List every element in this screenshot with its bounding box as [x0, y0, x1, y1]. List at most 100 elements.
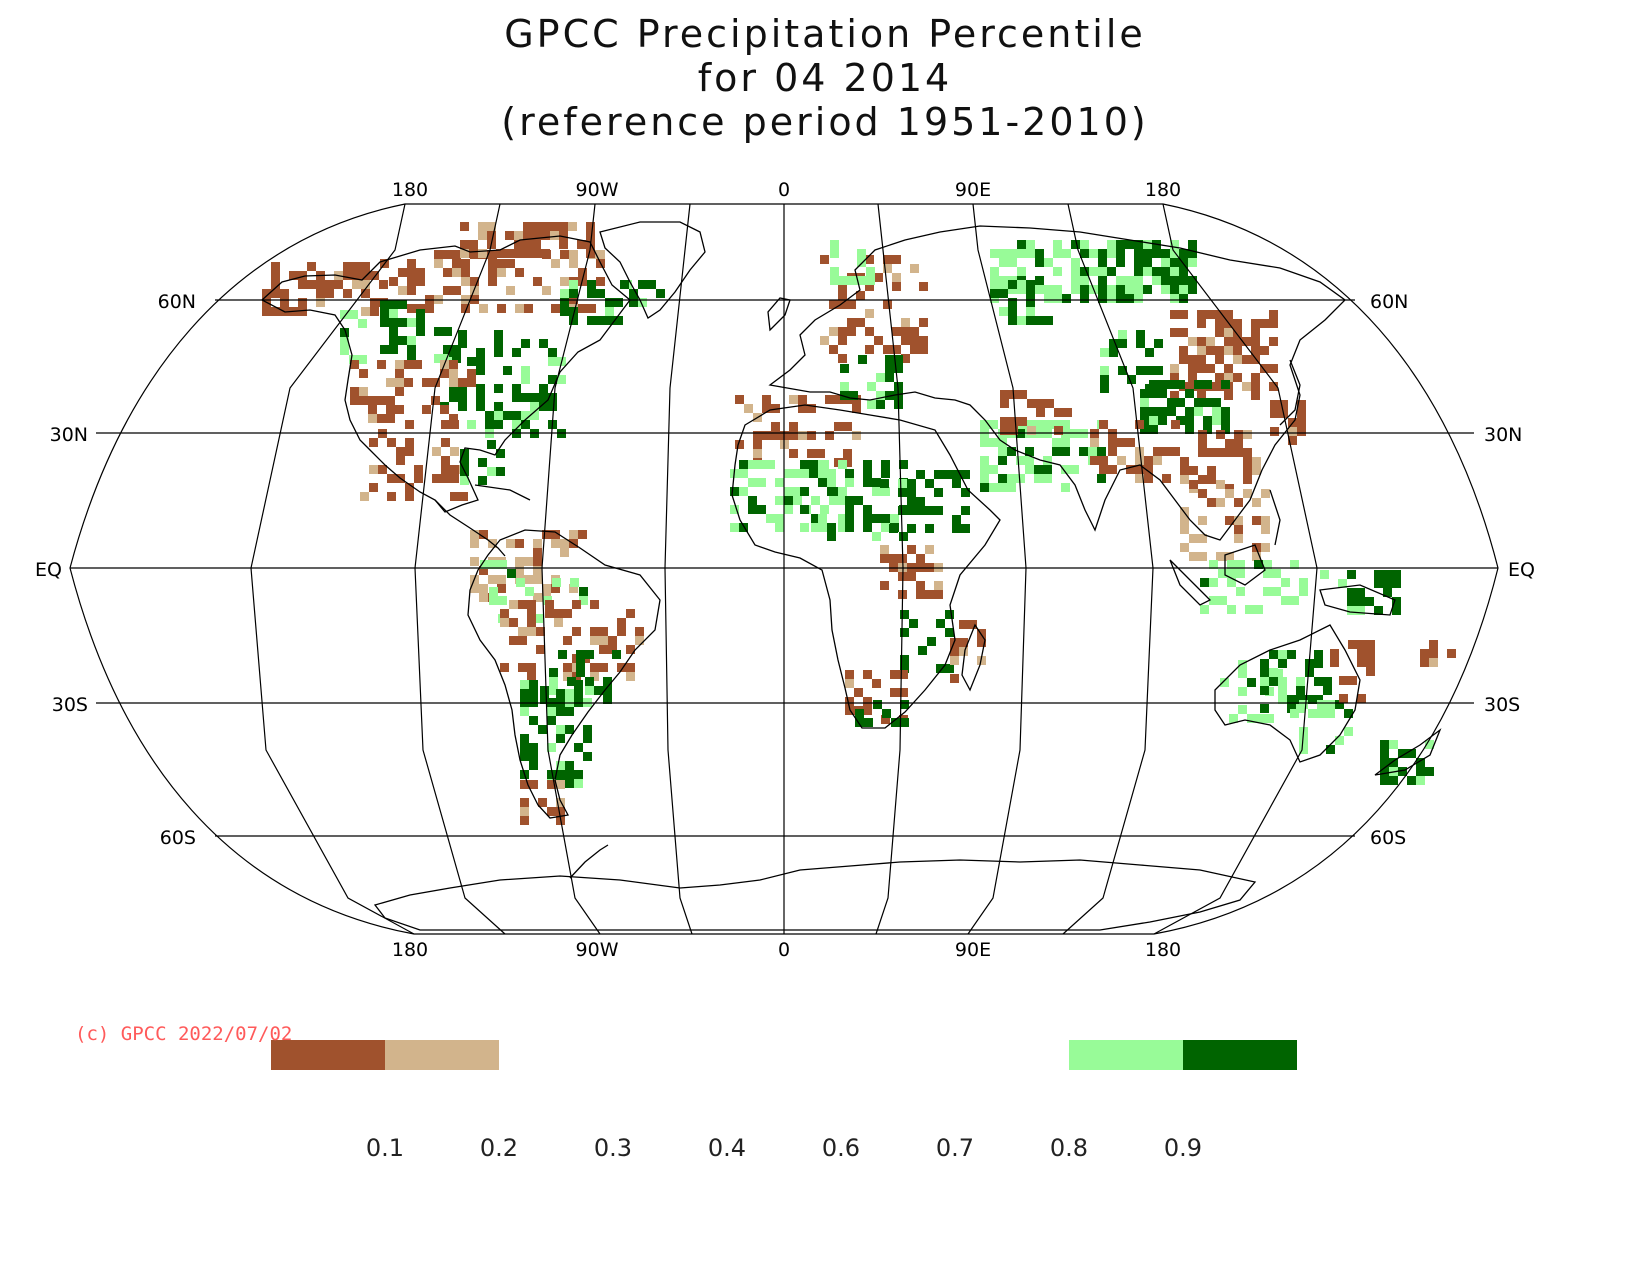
- precip-cell: [945, 628, 954, 637]
- legend-swatch-below-0.1: [271, 1040, 385, 1070]
- precip-cell: [503, 366, 512, 375]
- precip-cell: [899, 670, 908, 679]
- precip-cell: [498, 560, 507, 569]
- precip-cell: [900, 664, 909, 673]
- precip-cell: [800, 487, 809, 496]
- precip-cell: [488, 259, 497, 268]
- precip-cell: [398, 336, 407, 345]
- precip-cell: [416, 268, 425, 277]
- precip-cell: [1203, 425, 1212, 434]
- precip-cell: [1026, 298, 1035, 307]
- precip-cell: [608, 636, 617, 645]
- precip-cell: [789, 395, 798, 404]
- precip-cell: [352, 271, 361, 280]
- precip-cell: [450, 447, 459, 456]
- precip-cell: [735, 395, 744, 404]
- precip-cell: [952, 470, 961, 479]
- precip-cell: [1143, 258, 1152, 267]
- precip-cell: [460, 249, 469, 258]
- precip-cell: [874, 336, 883, 345]
- lat-label-left-60s: 60S: [160, 827, 196, 849]
- precip-cell: [1278, 659, 1287, 668]
- precip-cell: [1197, 346, 1206, 355]
- precip-cell: [1118, 339, 1127, 348]
- precip-cell: [414, 474, 423, 483]
- precip-cell: [934, 488, 943, 497]
- precip-cell: [910, 264, 919, 273]
- precip-cell: [1261, 516, 1270, 525]
- precip-cell: [478, 231, 487, 240]
- precip-cell: [1145, 348, 1154, 357]
- precip-cell: [556, 689, 565, 698]
- precip-cell: [579, 596, 588, 605]
- precip-cell: [1254, 560, 1263, 569]
- precip-cell: [1269, 650, 1278, 659]
- precip-cell: [863, 523, 872, 532]
- precip-cell: [998, 438, 1007, 447]
- precip-cell: [1170, 391, 1179, 400]
- precip-cell: [578, 268, 587, 277]
- precip-cell: [1326, 700, 1335, 709]
- precip-cell: [515, 566, 524, 575]
- precip-cell: [496, 249, 505, 258]
- meridian-45w: [664, 203, 693, 935]
- precip-cell: [1179, 249, 1188, 258]
- lon-label-top-180w: 180: [392, 179, 428, 201]
- precip-cell: [1036, 408, 1045, 417]
- precip-cell: [533, 575, 542, 584]
- precip-cell: [1026, 307, 1035, 316]
- precip-cell: [370, 298, 379, 307]
- precip-cell: [443, 286, 452, 295]
- precip-cell: [530, 411, 539, 420]
- precip-cell: [431, 378, 440, 387]
- precip-cell: [514, 231, 523, 240]
- precip-cell: [443, 345, 452, 354]
- precip-cell: [1398, 767, 1407, 776]
- precip-cell: [479, 593, 488, 602]
- precip-cell: [349, 355, 358, 364]
- precip-cell: [880, 554, 889, 563]
- coast-central-america: [434, 499, 506, 557]
- precip-cell: [1008, 285, 1017, 294]
- precip-cell: [1374, 606, 1383, 615]
- precip-cell: [527, 663, 536, 672]
- precip-cell: [520, 752, 529, 761]
- precip-cell: [498, 596, 507, 605]
- precip-cell: [1171, 420, 1180, 429]
- precip-cell: [1229, 714, 1238, 723]
- precip-cell: [565, 725, 574, 734]
- coast-north-america: [260, 235, 631, 513]
- precip-cell: [1380, 767, 1389, 776]
- precip-cell: [820, 460, 829, 469]
- precip-cell: [556, 725, 565, 734]
- precip-cell: [599, 645, 608, 654]
- precip-cell: [959, 647, 968, 656]
- precip-cell: [487, 467, 496, 476]
- precip-cell: [539, 339, 548, 348]
- precip-cell: [576, 668, 585, 677]
- precip-cell: [1026, 249, 1035, 258]
- precip-cell: [1339, 676, 1348, 685]
- precip-cell: [889, 554, 898, 563]
- precip-cell: [307, 280, 316, 289]
- precip-cell: [1296, 695, 1305, 704]
- precip-cell: [523, 222, 532, 231]
- precip-cell: [730, 487, 739, 496]
- precip-cell: [1198, 430, 1207, 439]
- precip-cell: [560, 250, 569, 259]
- coast-philippines: [1269, 489, 1281, 546]
- precip-cell: [617, 618, 626, 627]
- precip-cell: [500, 663, 509, 672]
- precip-cell: [556, 770, 565, 779]
- precip-cell: [865, 345, 874, 354]
- precip-cell: [1198, 489, 1207, 498]
- precip-cell: [1009, 417, 1018, 426]
- precip-cell: [927, 637, 936, 646]
- precip-cell: [583, 725, 592, 734]
- precip-cell: [506, 539, 515, 548]
- precip-cell: [1357, 649, 1366, 658]
- lon-label-top-0: 0: [778, 179, 790, 201]
- precip-cell: [1052, 447, 1061, 456]
- precip-cell: [343, 289, 352, 298]
- precip-cell: [507, 569, 516, 578]
